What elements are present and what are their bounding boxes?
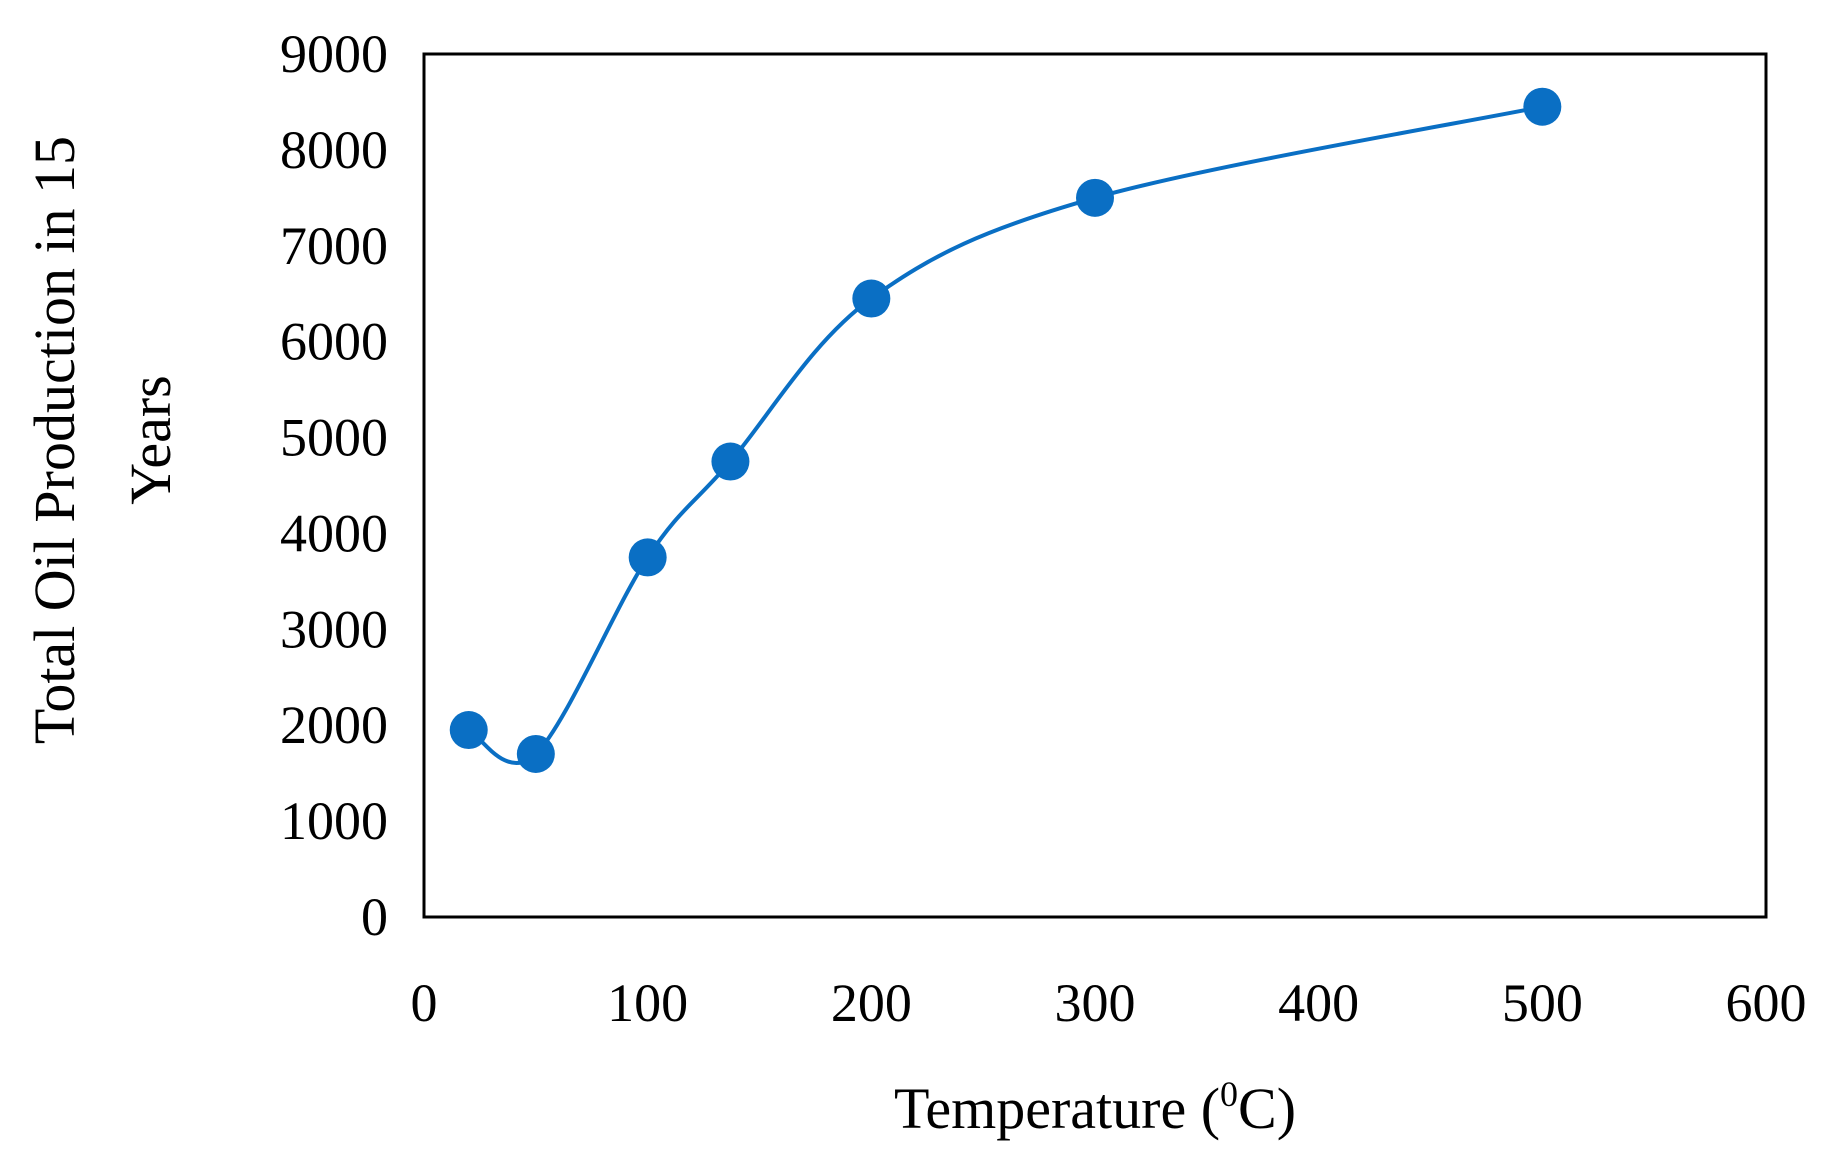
x-tick-label: 200 bbox=[831, 973, 912, 1033]
x-tick-label: 500 bbox=[1502, 973, 1583, 1033]
data-point bbox=[628, 538, 667, 577]
x-tick-label: 300 bbox=[1055, 973, 1136, 1033]
x-tick-label: 600 bbox=[1726, 973, 1807, 1033]
y-tick-label: 1000 bbox=[280, 791, 388, 851]
data-point bbox=[1523, 87, 1562, 126]
y-tick-label: 3000 bbox=[280, 599, 388, 659]
data-points bbox=[449, 87, 1562, 773]
x-axis-title: Temperature (0C) bbox=[894, 1074, 1296, 1141]
x-axis-ticks: 0 100 200 300 400 500 600 bbox=[411, 973, 1807, 1033]
y-axis-title-line-1: Total Oil Production in 15 bbox=[22, 136, 87, 744]
plot-area-frame bbox=[422, 52, 1768, 919]
y-tick-label: 0 bbox=[361, 887, 388, 947]
y-axis-title: Total Oil Production in 15 Years bbox=[22, 136, 183, 744]
y-axis-ticks: 0 1000 2000 3000 4000 5000 6000 7000 8000 9000 bbox=[280, 24, 388, 947]
data-point bbox=[1076, 178, 1114, 217]
y-tick-label: 2000 bbox=[280, 695, 388, 755]
x-tick-label: 0 bbox=[411, 973, 438, 1033]
series-line bbox=[467, 104, 1543, 765]
x-axis-title-superscript: 0 bbox=[1220, 1074, 1238, 1114]
data-point bbox=[852, 279, 891, 318]
y-tick-label: 5000 bbox=[280, 408, 388, 468]
y-axis-title-line-2: Years bbox=[118, 375, 183, 504]
y-tick-label: 7000 bbox=[280, 216, 388, 276]
data-point bbox=[711, 442, 750, 481]
y-tick-label: 6000 bbox=[280, 312, 388, 372]
x-axis-title-suffix: C) bbox=[1238, 1076, 1296, 1141]
y-tick-label: 9000 bbox=[280, 24, 388, 84]
data-point bbox=[516, 734, 555, 773]
x-tick-label: 400 bbox=[1278, 973, 1359, 1033]
x-tick-label: 100 bbox=[607, 973, 688, 1033]
data-point bbox=[449, 711, 488, 750]
y-tick-label: 4000 bbox=[280, 503, 388, 563]
y-tick-label: 8000 bbox=[280, 120, 388, 180]
